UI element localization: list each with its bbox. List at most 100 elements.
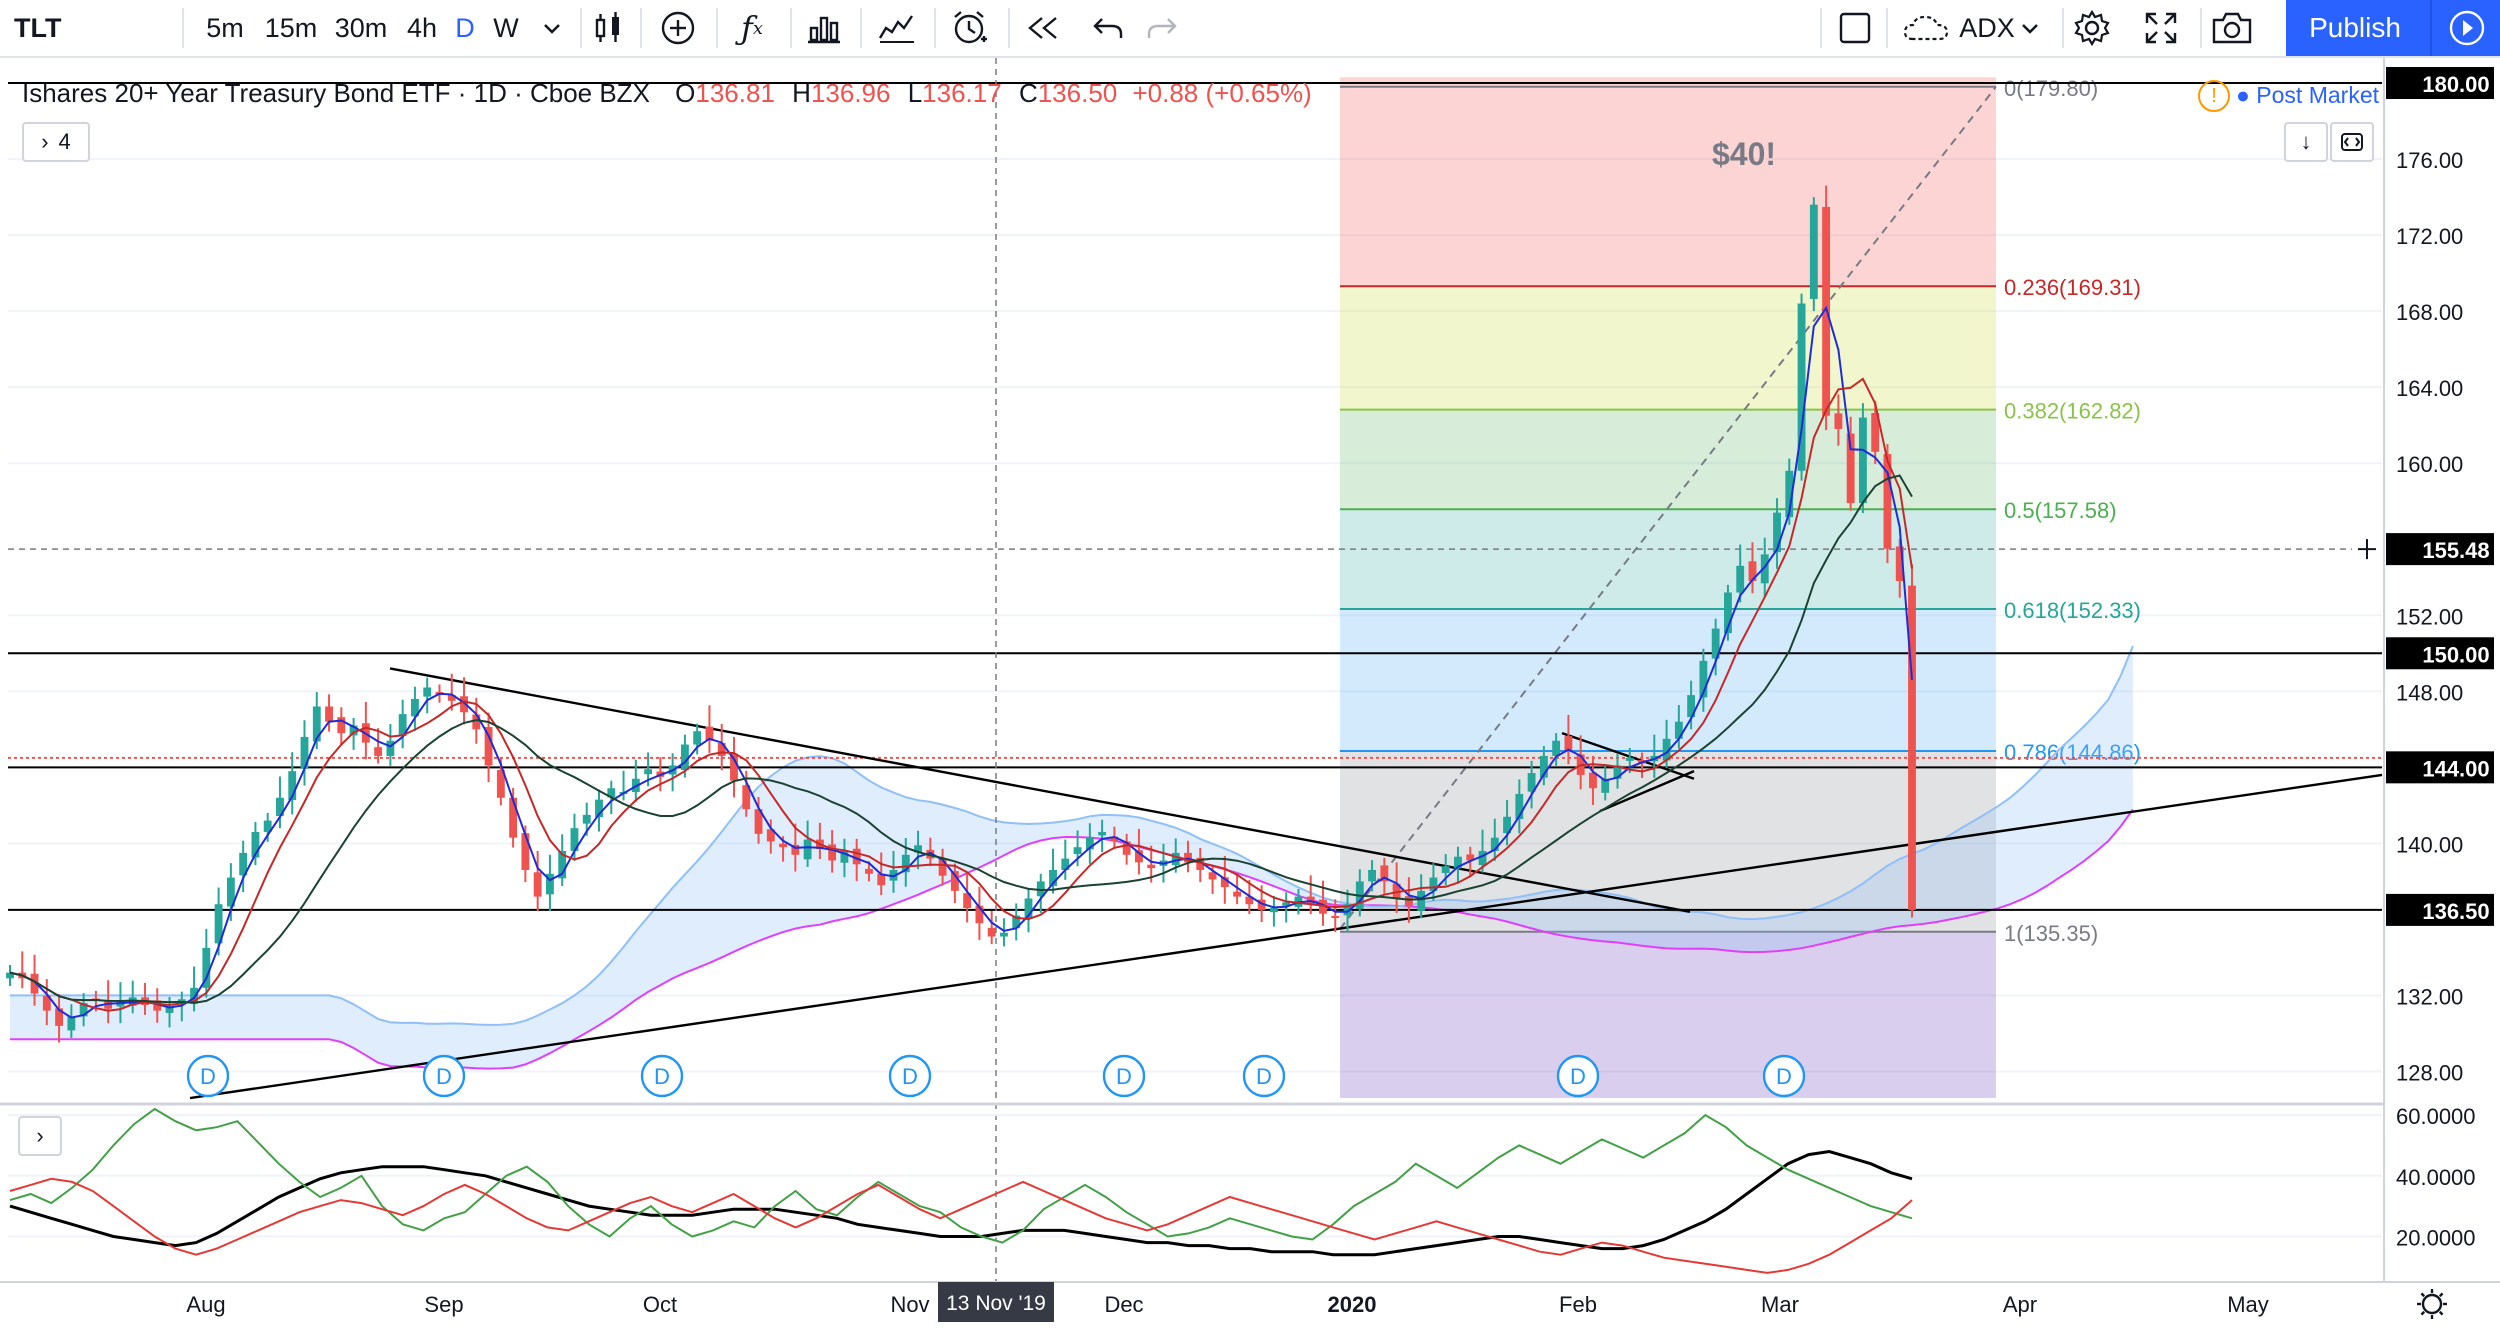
candle-body [901,854,910,873]
alert-icon[interactable] [946,0,994,56]
price-tick-label: 172.00 [2396,224,2463,249]
candle-body [1196,857,1205,870]
candle-body [803,839,812,860]
candle-body [239,852,248,876]
dividend-marker[interactable] [1102,1054,1146,1098]
candle-body [1331,915,1340,918]
candles-icon[interactable] [586,0,630,56]
candle-body [1711,628,1720,659]
bar-chart-icon[interactable] [802,0,846,56]
flag-trend-line[interactable] [1561,731,1695,780]
dividend-marker[interactable] [1762,1054,1806,1098]
candle-body [582,814,591,824]
layout-icon[interactable] [1834,0,1876,56]
undo-icon[interactable] [1086,0,1130,56]
interval-30m[interactable]: 30m [334,12,388,43]
time-tick-label: Apr [2003,1292,2037,1317]
post-market-text: Post Market [2256,82,2380,108]
candle-body [1539,755,1548,778]
descending-trend-line[interactable] [389,667,1691,913]
price-tick-label: 148.00 [2396,680,2463,705]
candle-body [1368,869,1377,882]
candle-body [509,797,518,838]
candle-body [742,785,751,810]
candle-body [1625,757,1634,761]
candle-body [1846,433,1855,504]
replay-icon[interactable] [1020,0,1066,56]
crosshair-date-label: 13 Nov '19 [946,1292,1046,1315]
interval-5m[interactable]: 5m [206,12,244,43]
post-market-label[interactable]: ● Post Market [2236,82,2379,109]
close-label: C [1018,78,1038,108]
interval-15m[interactable]: 15m [264,12,318,43]
chevron-down-icon[interactable] [2018,0,2042,56]
maximize-icon[interactable] [2330,122,2374,162]
dividend-marker[interactable] [1556,1054,1600,1098]
interval-d[interactable]: D [455,12,475,43]
candle-body [349,725,358,736]
dividend-marker-label: D [1256,1064,1272,1089]
dividend-marker[interactable] [888,1054,932,1098]
dividend-marker[interactable] [1242,1054,1286,1098]
indicator-count: 4 [58,129,71,154]
toolbar-divider [580,8,582,48]
interval-4h[interactable]: 4h [406,12,438,43]
candle-body [1552,740,1561,756]
candle-body [1589,772,1597,789]
candle-body [1858,417,1867,504]
interval-w[interactable]: W [493,12,519,43]
chevron-right-icon: › [41,129,49,154]
axis-settings-icon[interactable] [2421,1293,2443,1315]
scroll-down-icon[interactable]: ↓ [2284,122,2328,162]
settings-icon[interactable] [2066,0,2118,56]
dividend-marker[interactable] [422,1054,466,1098]
symbol-search[interactable]: TLT [14,12,62,43]
candle-body [1417,890,1426,911]
price-axis[interactable] [2384,58,2500,1328]
candle-body [1797,303,1806,471]
add-compare-icon[interactable] [654,0,702,56]
candle-body [840,850,849,863]
dividend-marker[interactable] [186,1054,230,1098]
price-axis-label-bg [2386,893,2494,926]
toolbar-divider [182,8,184,48]
candle-body [828,844,837,861]
candle-body [558,850,567,879]
adx-collapse-button[interactable]: › [18,1116,62,1156]
toolbar-divider [934,8,936,48]
play-icon[interactable] [2430,0,2500,56]
crosshair-plus-icon[interactable] [2358,539,2376,560]
chevron-down-icon[interactable] [534,0,570,56]
indicator-label[interactable]: ADX [1959,12,2015,43]
time-tick-label: Oct [643,1292,677,1317]
candle-body [1085,837,1094,850]
cloud-span-b [10,808,2134,1070]
axis-settings-icon-tooth [2420,1310,2426,1316]
flag-trend-line[interactable] [1599,770,1695,813]
warning-icon[interactable]: ! [2198,80,2230,112]
fullscreen-icon[interactable] [2136,0,2186,56]
templates-icon[interactable] [874,0,920,56]
dividend-marker[interactable] [640,1054,684,1098]
candle-body [226,877,235,907]
toolbar-divider [1820,8,1822,48]
dividend-marker-label: D [1570,1064,1586,1089]
price-axis-label: 155.48 [2422,538,2489,563]
adx-tick-label: 40.0000 [2396,1165,2476,1190]
camera-icon[interactable] [2204,0,2260,56]
candle-body [1760,554,1769,584]
open-value: 136.81 [695,78,775,108]
redo-icon[interactable] [1140,0,1184,56]
candle-body [398,714,407,737]
candle-body [545,873,554,895]
legend-collapse-button[interactable]: › 4 [22,122,90,162]
ascending-trend-line[interactable] [189,773,2383,1100]
publish-label: Publish [2309,12,2401,43]
candle-body [865,868,873,874]
candle-body [1809,204,1818,299]
candle-body [312,706,321,742]
candle-body [926,849,935,859]
price-tick-label: 168.00 [2396,300,2463,325]
